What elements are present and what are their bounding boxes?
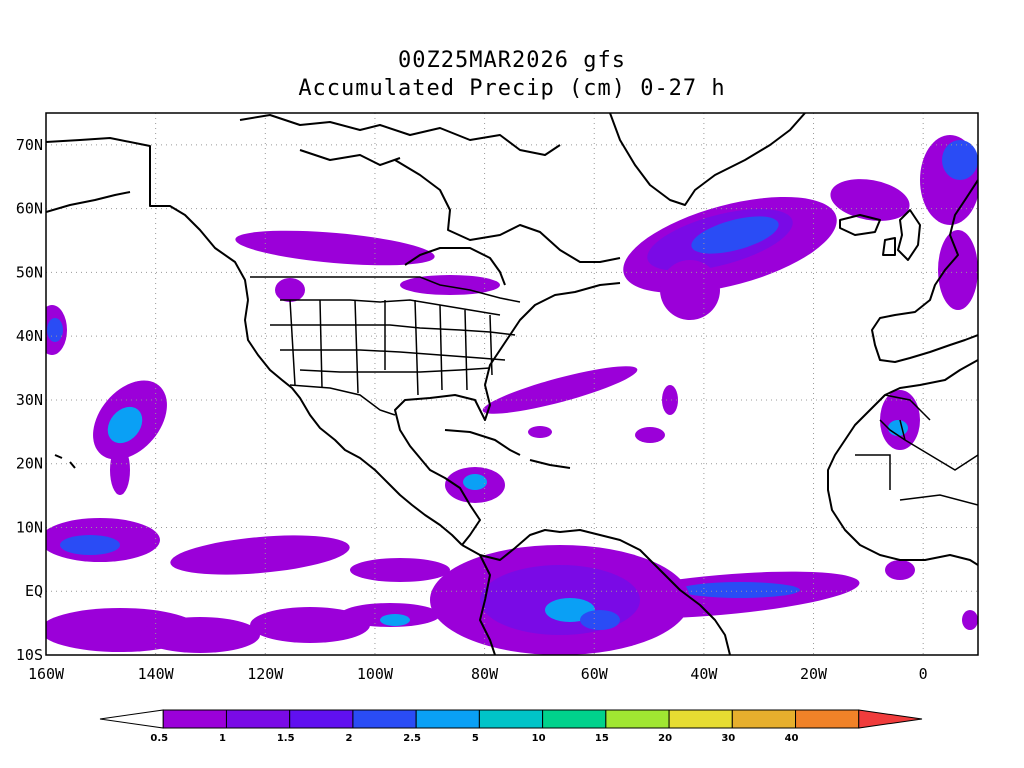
colorbar-cell (668, 709, 733, 729)
map-title: 00Z25MAR2026 gfs (398, 48, 626, 73)
colorbar-label: 30 (721, 733, 735, 744)
precip-region (400, 275, 500, 295)
colorbar-label: 15 (595, 733, 609, 744)
precip-region (235, 230, 435, 266)
colorbar-label: 5 (472, 733, 479, 744)
coast-central-america (461, 529, 731, 655)
precip-region (660, 260, 720, 320)
precip-region (140, 617, 260, 653)
precip-region (942, 140, 978, 180)
colorbar-label: 2 (345, 733, 352, 744)
lat-label: EQ (25, 582, 43, 600)
precip-region (580, 610, 620, 630)
precip-region (275, 278, 305, 302)
colorbar-label: 2.5 (403, 733, 421, 744)
lon-label: 0 (919, 665, 928, 683)
precip-region (888, 420, 908, 436)
colorbar-cell (542, 709, 607, 729)
precip-region (47, 318, 63, 342)
precip-region (250, 607, 370, 643)
colorbar-cell (795, 709, 860, 729)
coast-us-east (394, 282, 621, 546)
lon-label: 60W (581, 665, 609, 683)
precip-region (680, 582, 800, 598)
lon-label: 160W (28, 665, 65, 683)
colorbar-cell (162, 709, 227, 729)
precip-region (528, 426, 552, 438)
lon-label: 80W (471, 665, 499, 683)
lon-label: 100W (357, 665, 394, 683)
coast-europe (871, 179, 978, 363)
colorbar-cell (858, 709, 923, 729)
lat-label: 40N (16, 327, 43, 345)
coastlines (46, 113, 978, 655)
lat-label: 70N (16, 136, 43, 154)
precip-region (107, 406, 143, 444)
lat-label: 30N (16, 391, 43, 409)
coast-alaska (46, 137, 249, 301)
colorbar-label: 10 (532, 733, 546, 744)
coast-cuba (444, 429, 521, 456)
colorbar-cell (415, 709, 480, 729)
coast-uk (897, 209, 921, 261)
colorbar-cell (605, 709, 670, 729)
precip-region (350, 558, 450, 582)
lon-label: 40W (690, 665, 718, 683)
coast-iceland (839, 214, 881, 236)
colorbar-cell (225, 709, 291, 729)
precip-region (962, 610, 978, 630)
precip-shading (46, 135, 978, 655)
precip-region (463, 474, 487, 490)
precip-region (662, 385, 678, 415)
precip-region (635, 427, 665, 443)
lat-label: 50N (16, 263, 43, 281)
map-subtitle: Accumulated Precip (cm) 0-27 h (298, 76, 726, 101)
precip-region (938, 230, 978, 310)
coast-us-west (244, 299, 463, 546)
lat-label: 10N (16, 518, 43, 536)
map-frame (45, 112, 979, 656)
coast-arctic-islands (239, 114, 561, 156)
lat-label: 60N (16, 200, 43, 218)
precip-region (885, 560, 915, 580)
colorbar: 0.5 1 1.5 2 2.5 5 10 15 20 30 40 (99, 709, 923, 744)
coast-hudson (404, 247, 506, 286)
border-us-mexico (289, 384, 396, 416)
lat-label: 10S (16, 646, 43, 664)
colorbar-label: 0.5 (150, 733, 168, 744)
precip-region (170, 535, 350, 575)
colorbar-cell (99, 709, 164, 729)
coast-hudson-bay (394, 159, 621, 263)
precip-region (110, 445, 130, 495)
colorbar-label: 1 (219, 733, 226, 744)
lon-label: 120W (247, 665, 284, 683)
political-borders (250, 276, 978, 506)
coast-africa (827, 359, 978, 566)
precip-region (380, 614, 410, 626)
lon-label: 20W (800, 665, 828, 683)
coast-greenland (609, 113, 806, 206)
colorbar-label: 40 (785, 733, 799, 744)
colorbar-cell (731, 709, 797, 729)
lon-label: 140W (138, 665, 175, 683)
colorbar-cell (478, 709, 544, 729)
border-us-canada (250, 276, 521, 303)
precip-region (60, 535, 120, 555)
colorbar-cell (352, 709, 417, 729)
colorbar-cell (289, 709, 354, 729)
longitude-labels: 160W 140W 120W 100W 80W 60W 40W 20W 0 (28, 665, 928, 683)
precip-region (482, 366, 638, 414)
colorbar-label: 20 (658, 733, 672, 744)
precip-region (830, 179, 910, 221)
precip-region (691, 216, 779, 254)
lat-label: 20N (16, 455, 43, 473)
colorbar-label: 1.5 (277, 733, 295, 744)
latitude-labels: 70N 60N 50N 40N 30N 20N 10N EQ 10S (16, 136, 43, 664)
coast-south-america-west (479, 554, 496, 655)
coast-alaska-south (46, 191, 131, 213)
